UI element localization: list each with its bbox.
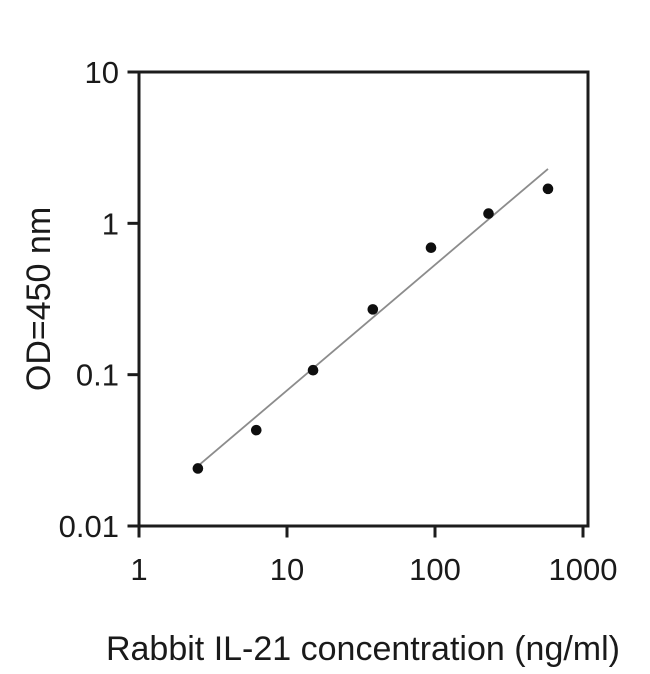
data-point	[425, 242, 437, 254]
y-tick-label: 10	[85, 55, 119, 90]
x-tick-label: 1000	[549, 552, 618, 587]
data-point	[483, 208, 494, 219]
data-point	[250, 424, 262, 436]
x-axis-title: Rabbit IL-21 concentration (ng/ml)	[106, 630, 620, 668]
y-tick-label: 0.01	[59, 509, 119, 544]
y-tick-label: 1	[102, 206, 119, 241]
data-point	[367, 304, 379, 315]
y-axis-title: OD=450 nm	[20, 207, 58, 391]
x-tick-label: 1	[130, 552, 147, 587]
plot-frame	[137, 70, 590, 528]
plot-area: 1 10 100 1000 0.01 0.1 1 10	[59, 55, 618, 587]
data-point	[542, 183, 554, 195]
y-tick-label: 0.1	[76, 358, 119, 393]
x-tick-label: 10	[270, 552, 304, 587]
data-point	[192, 463, 204, 474]
fit-line	[198, 168, 549, 466]
x-tick-label: 100	[409, 552, 461, 587]
data-point	[307, 364, 319, 376]
